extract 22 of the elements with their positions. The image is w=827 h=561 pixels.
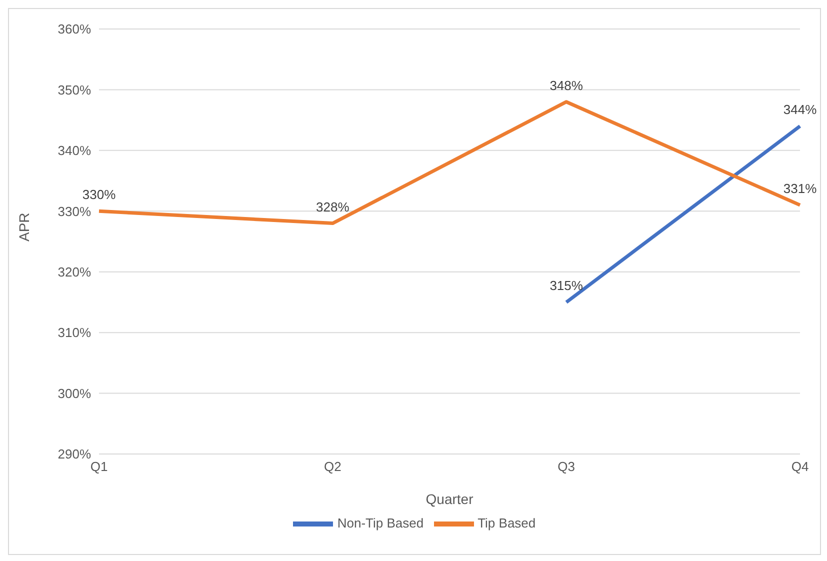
y-tick-label: 360% (58, 22, 92, 37)
y-tick-label: 290% (58, 446, 92, 462)
y-tick-label: 310% (58, 325, 92, 340)
x-tick-label: Q4 (791, 459, 809, 474)
data-label: 344% (783, 102, 818, 118)
data-label: 315% (550, 278, 584, 294)
data-label: 348% (550, 78, 584, 93)
y-tick-label: 320% (58, 264, 92, 280)
x-tick-label: Q3 (558, 459, 576, 474)
x-tick-label: Q1 (90, 459, 108, 474)
y-tick-label: 300% (58, 386, 92, 401)
x-tick-label: Q2 (324, 459, 342, 474)
data-label: 328% (316, 199, 350, 214)
y-tick-label: 340% (58, 143, 92, 158)
y-tick-label: 330% (58, 204, 92, 219)
legend-label: Non-Tip Based (337, 515, 424, 530)
data-label: 330% (82, 187, 116, 202)
data-label: 331% (783, 181, 818, 196)
y-tick-label: 350% (58, 82, 92, 98)
y-axis-title: APR (16, 212, 32, 242)
legend-label: Tip Based (478, 515, 536, 530)
x-axis-title: Quarter (426, 491, 474, 507)
